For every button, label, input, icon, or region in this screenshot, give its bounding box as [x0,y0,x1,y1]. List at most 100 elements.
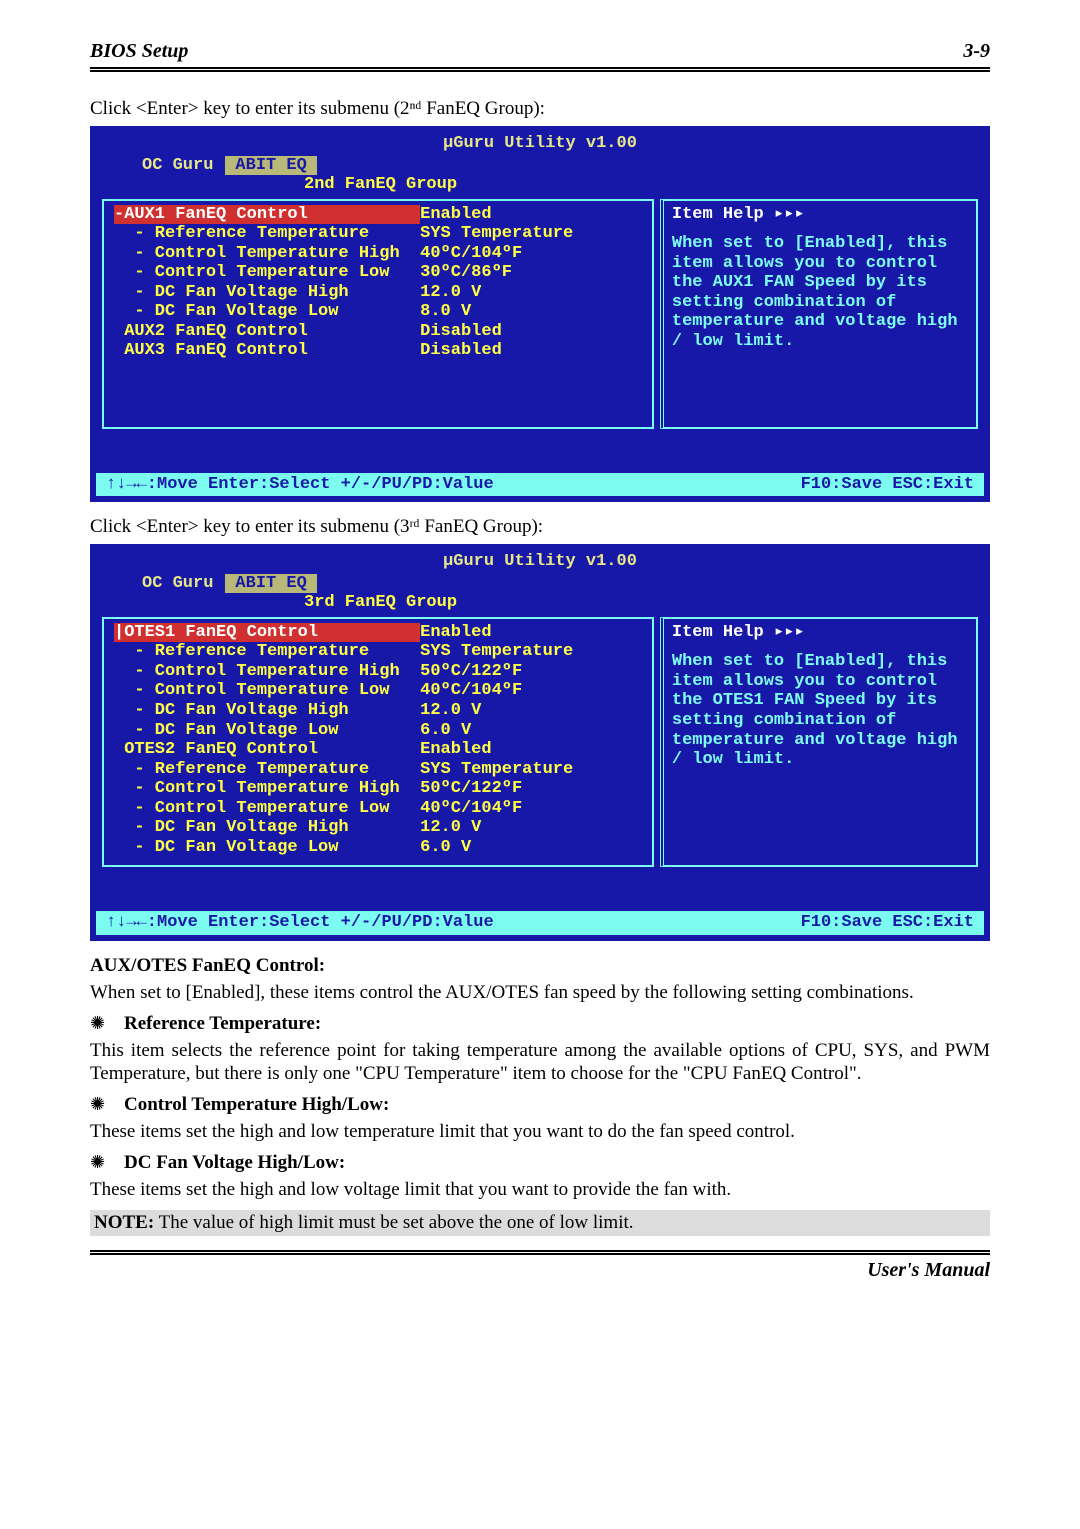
tab-abit-eq[interactable]: ABIT EQ [225,156,316,176]
settings-panel-1: -AUX1 FanEQ ControlEnabled - Reference T… [102,199,654,429]
setting-label: - DC Fan Voltage Low [114,838,420,858]
setting-label: - Control Temperature Low [114,263,420,283]
footer-manual: User's Manual [867,1259,990,1282]
setting-label: - DC Fan Voltage High [114,283,420,303]
setting-row[interactable]: - Control Temperature Low30ºC/86ºF [114,263,642,283]
setting-value: 6.0 V [420,838,642,858]
tab-oc-guru[interactable]: OC Guru [130,156,225,176]
setting-value: 12.0 V [420,701,642,721]
setting-value: 40ºC/104ºF [420,799,642,819]
setting-label: - Reference Temperature [114,642,420,662]
tab-abit-eq[interactable]: ABIT EQ [225,574,316,594]
setting-label: - Control Temperature Low [114,799,420,819]
para-1: When set to [Enabled], these items contr… [90,981,990,1005]
setting-row[interactable]: - Reference TemperatureSYS Temperature [114,642,642,662]
setting-label: - Control Temperature High [114,662,420,682]
setting-label: - Reference Temperature [114,224,420,244]
setting-label: -AUX1 FanEQ Control [114,205,420,225]
help-title: Item Help ▸▸▸ [672,623,968,643]
help-panel-2: Item Help ▸▸▸ When set to [Enabled], thi… [660,617,978,868]
footer-right: F10:Save ESC:Exit [801,475,974,495]
setting-row[interactable]: - Control Temperature High50ºC/122ºF [114,662,642,682]
bios-title: µGuru Utility v1.00 [96,550,984,574]
note-box: NOTE: The value of high limit must be se… [90,1210,990,1236]
setting-value: Disabled [420,341,642,361]
help-panel-1: Item Help ▸▸▸ When set to [Enabled], thi… [660,199,978,429]
setting-row[interactable]: - DC Fan Voltage Low8.0 V [114,302,642,322]
setting-value: 12.0 V [420,283,642,303]
setting-label: - Reference Temperature [114,760,420,780]
settings-panel-2: |OTES1 FanEQ ControlEnabled - Reference … [102,617,654,868]
tab-row: OC Guru ABIT EQ [96,574,984,594]
setting-row[interactable]: - DC Fan Voltage Low6.0 V [114,838,642,858]
setting-row[interactable]: - DC Fan Voltage Low6.0 V [114,721,642,741]
help-body: When set to [Enabled], this item allows … [672,652,968,769]
setting-value: 50ºC/122ºF [420,662,642,682]
intro-text-1: Click <Enter> key to enter its submenu (… [90,98,990,120]
help-body: When set to [Enabled], this item allows … [672,234,968,351]
setting-row[interactable]: - Control Temperature Low40ºC/104ºF [114,681,642,701]
bullet-text: Reference Temperature: [124,1013,321,1035]
setting-row[interactable]: - Control Temperature Low40ºC/104ºF [114,799,642,819]
setting-value: Enabled [420,623,642,643]
setting-row[interactable]: AUX2 FanEQ ControlDisabled [114,322,642,342]
help-title: Item Help ▸▸▸ [672,205,968,225]
setting-label: - DC Fan Voltage Low [114,721,420,741]
setting-value: 30ºC/86ºF [420,263,642,283]
setting-row[interactable]: -AUX1 FanEQ ControlEnabled [114,205,642,225]
para-2: This item selects the reference point fo… [90,1039,990,1087]
setting-label: - Control Temperature High [114,779,420,799]
footer-right: F10:Save ESC:Exit [801,913,974,933]
setting-row[interactable]: |OTES1 FanEQ ControlEnabled [114,623,642,643]
header-page: 3-9 [963,40,990,63]
setting-value: 6.0 V [420,721,642,741]
setting-row[interactable]: AUX3 FanEQ ControlDisabled [114,341,642,361]
setting-row[interactable]: - Control Temperature High50ºC/122ºF [114,779,642,799]
bios-footer-1: ↑↓→←:Move Enter:Select +/-/PU/PD:Value F… [96,473,984,497]
setting-label: |OTES1 FanEQ Control [114,623,420,643]
setting-row[interactable]: - DC Fan Voltage High12.0 V [114,283,642,303]
setting-value: Enabled [420,205,642,225]
setting-row[interactable]: OTES2 FanEQ ControlEnabled [114,740,642,760]
setting-label: - DC Fan Voltage High [114,701,420,721]
setting-value: Disabled [420,322,642,342]
setting-row[interactable]: - Reference TemperatureSYS Temperature [114,224,642,244]
setting-value: 12.0 V [420,818,642,838]
setting-value: SYS Temperature [420,642,642,662]
setting-value: 40ºC/104ºF [420,244,642,264]
page-footer: User's Manual [90,1250,990,1282]
note-text: The value of high limit must be set abov… [159,1212,634,1233]
setting-label: - Control Temperature High [114,244,420,264]
setting-row[interactable]: - DC Fan Voltage High12.0 V [114,818,642,838]
intro-text-2: Click <Enter> key to enter its submenu (… [90,516,990,538]
setting-label: AUX2 FanEQ Control [114,322,420,342]
submenu-label-2: 3rd FanEQ Group [96,593,984,613]
bios-footer-2: ↑↓→←:Move Enter:Select +/-/PU/PD:Value F… [96,911,984,935]
setting-value: 40ºC/104ºF [420,681,642,701]
setting-row[interactable]: - Control Temperature High40ºC/104ºF [114,244,642,264]
setting-value: SYS Temperature [420,224,642,244]
bios-box-2: µGuru Utility v1.00 OC Guru ABIT EQ 3rd … [90,544,990,941]
bullet-2: ✺ Control Temperature High/Low: [90,1094,990,1116]
bullet-icon: ✺ [90,1094,124,1115]
para-4: These items set the high and low voltage… [90,1178,990,1202]
bullet-text: DC Fan Voltage High/Low: [124,1152,345,1174]
setting-value: SYS Temperature [420,760,642,780]
tab-oc-guru[interactable]: OC Guru [130,574,225,594]
setting-row[interactable]: - Reference TemperatureSYS Temperature [114,760,642,780]
para-3: These items set the high and low tempera… [90,1120,990,1144]
note-label: NOTE: [94,1212,154,1233]
setting-label: - DC Fan Voltage High [114,818,420,838]
setting-label: AUX3 FanEQ Control [114,341,420,361]
setting-value: 8.0 V [420,302,642,322]
bullet-1: ✺ Reference Temperature: [90,1013,990,1035]
page-header: BIOS Setup 3-9 [90,40,990,72]
section-title: AUX/OTES FanEQ Control: [90,955,990,977]
bullet-3: ✺ DC Fan Voltage High/Low: [90,1152,990,1174]
setting-value: 50ºC/122ºF [420,779,642,799]
footer-left: ↑↓→←:Move Enter:Select +/-/PU/PD:Value [106,475,494,495]
bios-box-1: µGuru Utility v1.00 OC Guru ABIT EQ 2nd … [90,126,990,502]
bullet-text: Control Temperature High/Low: [124,1094,389,1116]
setting-row[interactable]: - DC Fan Voltage High12.0 V [114,701,642,721]
bios-title: µGuru Utility v1.00 [96,132,984,156]
